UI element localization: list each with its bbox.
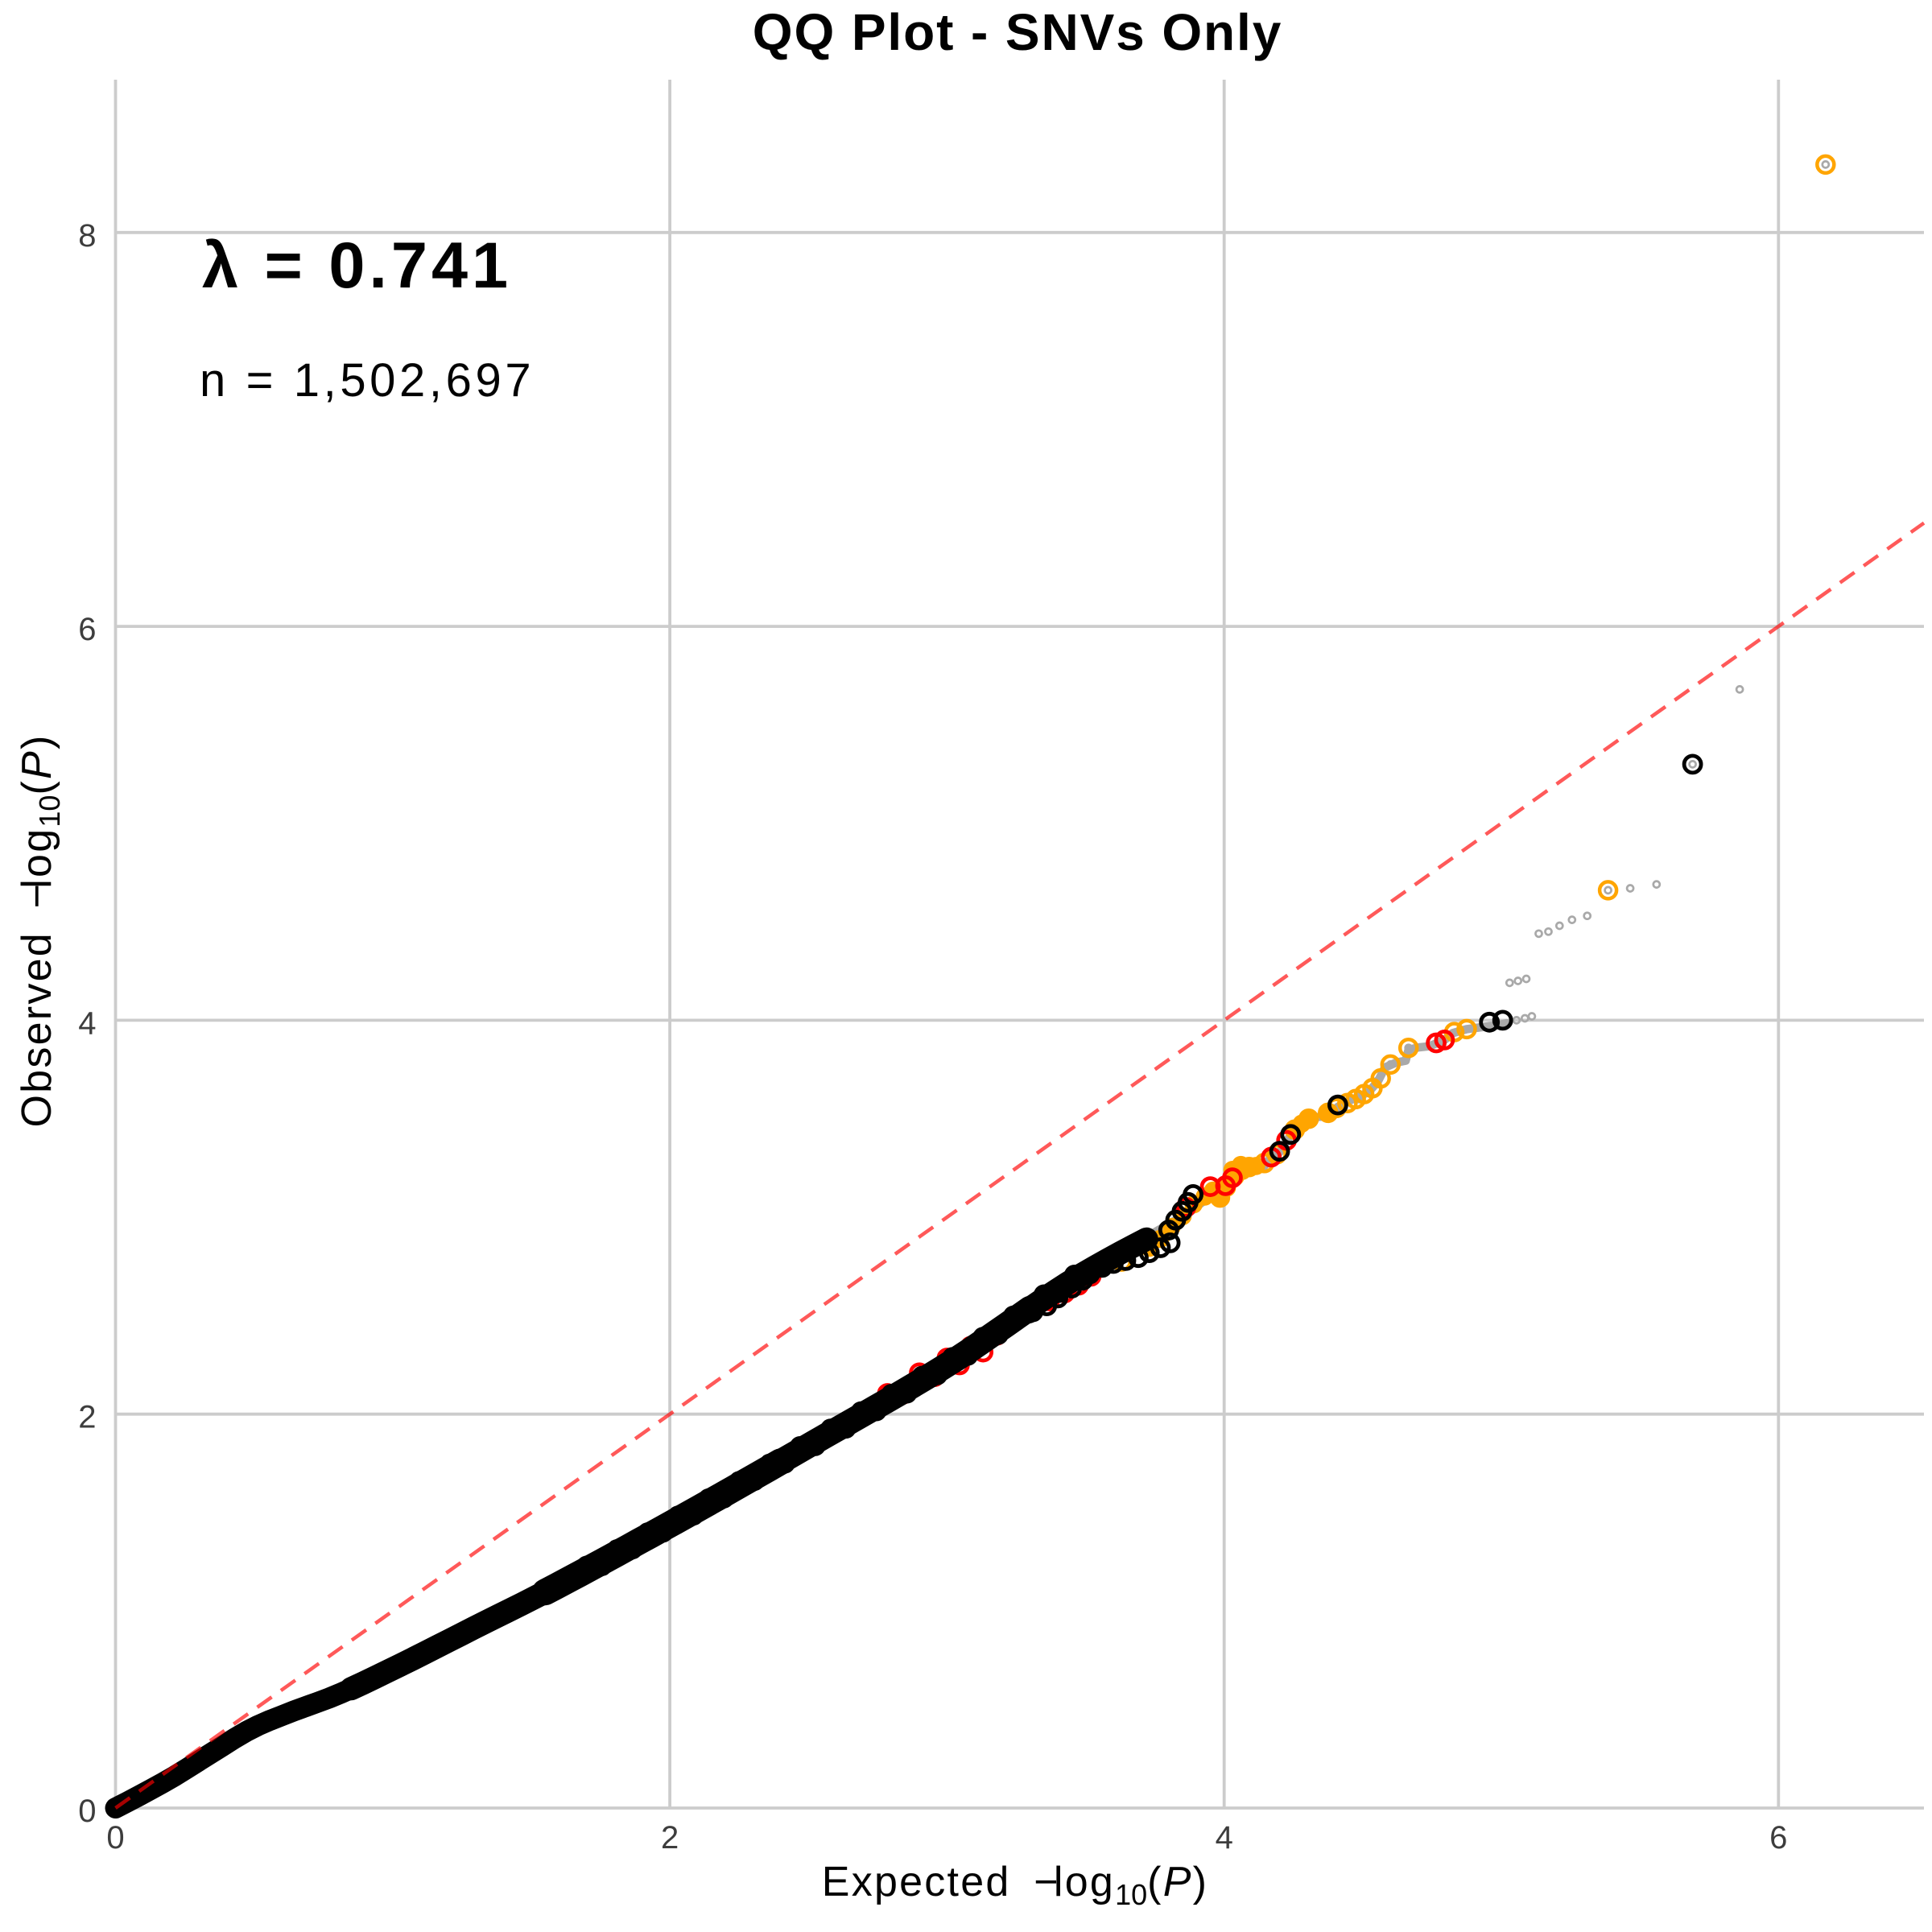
svg-text:2: 2 xyxy=(78,1400,96,1435)
svg-text:Expected −log10(P): Expected −log10(P) xyxy=(822,1859,1208,1911)
svg-text:λ = 0.741: λ = 0.741 xyxy=(202,229,512,302)
svg-text:n = 1,502,697: n = 1,502,697 xyxy=(200,354,535,407)
svg-text:4: 4 xyxy=(78,1005,96,1041)
svg-text:QQ Plot - SNVs Only: QQ Plot - SNVs Only xyxy=(753,3,1282,61)
svg-text:6: 6 xyxy=(78,612,96,647)
svg-text:0: 0 xyxy=(78,1794,96,1829)
svg-text:Observed −log10(P): Observed −log10(P) xyxy=(14,733,66,1127)
svg-text:8: 8 xyxy=(78,218,96,254)
svg-text:4: 4 xyxy=(1216,1820,1233,1856)
svg-text:6: 6 xyxy=(1769,1820,1787,1856)
svg-text:0: 0 xyxy=(106,1820,124,1856)
svg-text:2: 2 xyxy=(661,1820,679,1856)
